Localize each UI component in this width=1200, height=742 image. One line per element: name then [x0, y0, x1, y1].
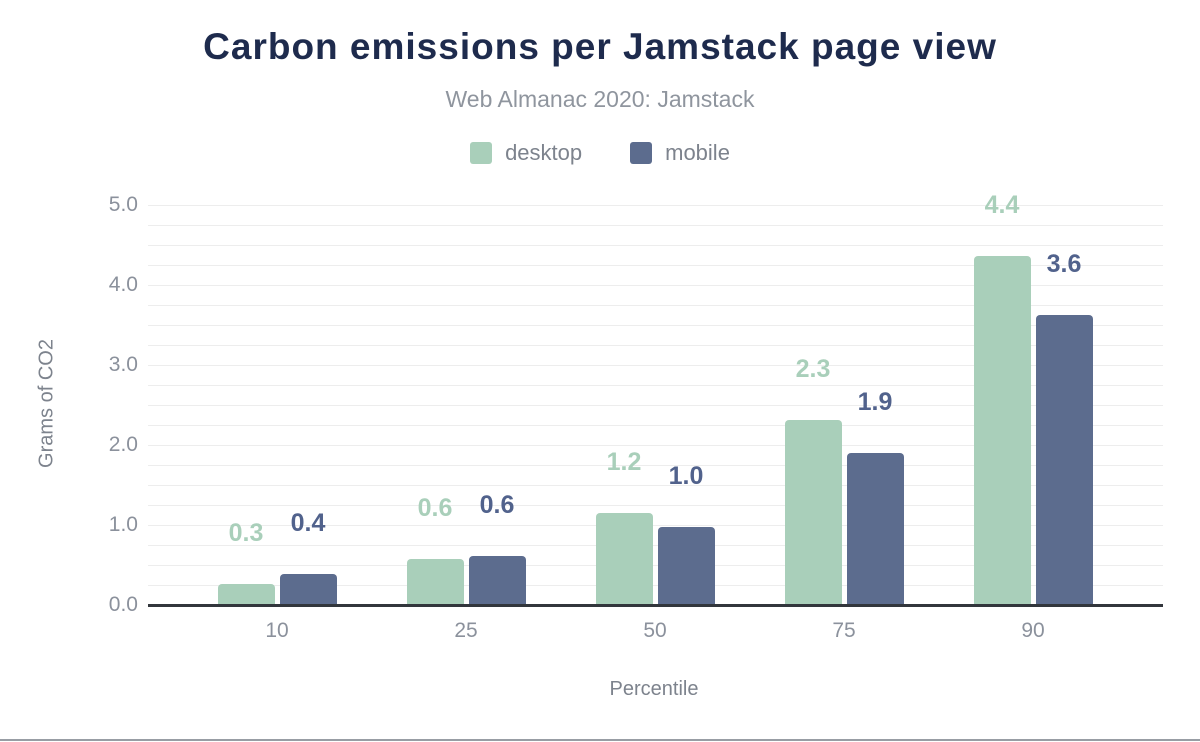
gridline	[148, 585, 1163, 586]
bar-desktop[interactable]	[217, 584, 275, 605]
x-tick-label: 10	[265, 619, 289, 642]
gridline	[148, 345, 1163, 346]
y-tick-label: 3.0	[108, 353, 138, 376]
bar-value-label-desktop: 4.4	[984, 191, 1020, 220]
bar-value-label-mobile: 1.9	[857, 388, 893, 416]
legend-label-desktop: desktop	[505, 140, 583, 165]
legend-item-desktop[interactable]: desktop	[470, 140, 582, 166]
bar-value-label-desktop: 2.3	[795, 355, 831, 384]
bar-value-label-mobile: 1.0	[668, 462, 704, 491]
bar-mobile[interactable]	[846, 453, 904, 605]
legend-swatch-desktop	[470, 142, 493, 164]
y-tick-label: 0.0	[108, 593, 138, 616]
bar-value-label-mobile: 0.6	[479, 491, 515, 520]
y-tick-label: 4.0	[108, 273, 138, 296]
gridline	[148, 425, 1163, 426]
gridline	[148, 245, 1163, 246]
gridline	[148, 405, 1163, 406]
y-tick-label: 5.0	[108, 193, 138, 216]
x-axis-title: Percentile	[609, 678, 699, 700]
x-tick-label: 75	[832, 619, 856, 642]
y-tick-label: 2.0	[108, 433, 138, 456]
gridline	[148, 465, 1163, 466]
x-tick-label: 50	[643, 619, 667, 642]
bar-desktop[interactable]	[784, 420, 842, 605]
bar-mobile[interactable]	[657, 527, 715, 605]
bar-value-label-desktop: 0.3	[228, 519, 264, 548]
gridline	[148, 485, 1163, 486]
gridline	[148, 365, 1163, 366]
legend-swatch-mobile	[630, 142, 653, 164]
bar-mobile[interactable]	[468, 556, 526, 605]
chart-subtitle: Web Almanac 2020: Jamstack	[445, 86, 755, 112]
bar-desktop[interactable]	[973, 256, 1031, 605]
legend-label-mobile: mobile	[665, 140, 730, 165]
x-tick-label: 25	[454, 619, 478, 642]
gridline	[148, 225, 1163, 226]
bar-mobile[interactable]	[279, 573, 337, 605]
bar-value-label-mobile: 3.6	[1046, 250, 1082, 279]
legend: desktop mobile	[0, 140, 1200, 166]
bar-desktop[interactable]	[406, 559, 464, 605]
bar-value-label-desktop: 1.2	[606, 448, 642, 476]
x-tick-label: 90	[1021, 619, 1045, 642]
gridline	[148, 385, 1163, 386]
gridline	[148, 205, 1163, 206]
y-axis-title: Grams of CO2	[35, 339, 58, 468]
gridline	[148, 545, 1163, 546]
bar-value-label-desktop: 0.6	[417, 494, 453, 523]
gridline	[148, 285, 1163, 286]
bar-value-label-mobile: 0.4	[290, 508, 326, 537]
x-axis-line	[148, 604, 1163, 607]
gridline	[148, 325, 1163, 326]
bar-desktop[interactable]	[595, 513, 653, 605]
gridline	[148, 445, 1163, 446]
gridline	[148, 565, 1163, 566]
gridline	[148, 525, 1163, 526]
chart-title: Carbon emissions per Jamstack page view	[203, 26, 997, 67]
bar-mobile[interactable]	[1035, 315, 1093, 605]
y-tick-label: 1.0	[108, 513, 138, 536]
gridline	[148, 505, 1163, 506]
gridline	[148, 265, 1163, 266]
bottom-border	[0, 739, 1200, 741]
legend-item-mobile[interactable]: mobile	[630, 140, 730, 166]
gridline	[148, 305, 1163, 306]
